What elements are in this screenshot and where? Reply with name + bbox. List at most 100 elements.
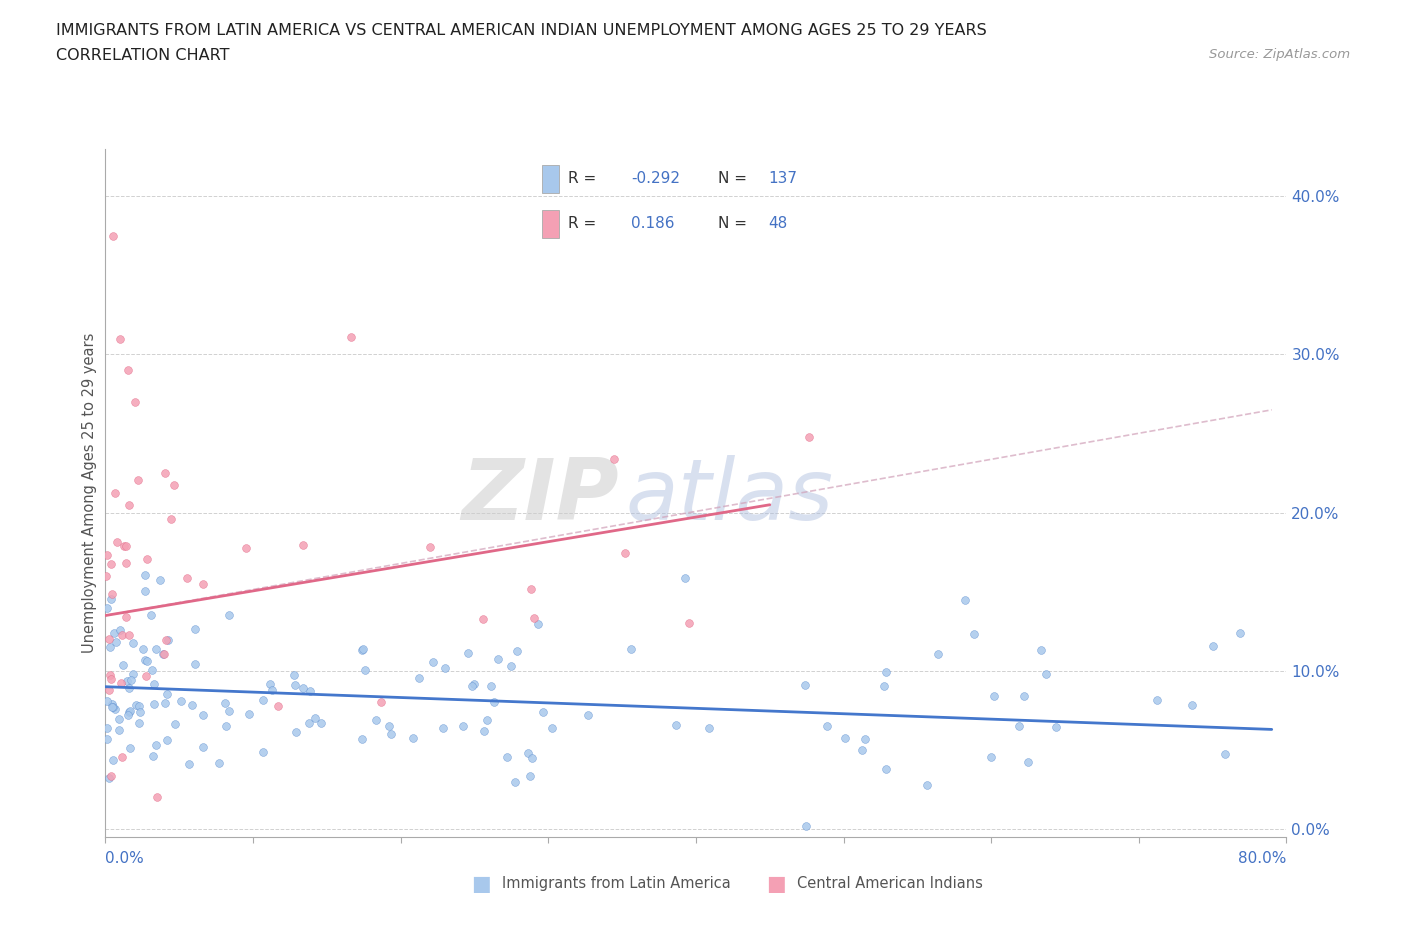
Point bbox=[184, 657, 207, 671]
Text: 0.186: 0.186 bbox=[631, 216, 675, 231]
Point bbox=[100, 591, 122, 606]
Point bbox=[422, 655, 444, 670]
Point bbox=[214, 696, 236, 711]
Point bbox=[134, 584, 156, 599]
Point bbox=[1213, 747, 1236, 762]
Point bbox=[463, 676, 485, 691]
Text: atlas: atlas bbox=[626, 455, 834, 538]
Point bbox=[129, 705, 152, 720]
Point bbox=[472, 612, 495, 627]
Point bbox=[96, 548, 118, 563]
Point bbox=[128, 699, 150, 714]
Point bbox=[163, 477, 186, 492]
Point bbox=[170, 693, 193, 708]
Text: Immigrants from Latin America: Immigrants from Latin America bbox=[502, 876, 731, 891]
Point bbox=[262, 683, 284, 698]
Point bbox=[114, 609, 136, 624]
Point bbox=[125, 698, 148, 712]
Point bbox=[105, 535, 128, 550]
Point bbox=[100, 768, 122, 783]
Point bbox=[834, 731, 856, 746]
Point bbox=[267, 698, 290, 713]
Point bbox=[157, 633, 180, 648]
Text: 0.0%: 0.0% bbox=[105, 851, 145, 866]
Point bbox=[531, 704, 554, 719]
Point bbox=[101, 697, 124, 711]
Point bbox=[98, 683, 121, 698]
Point bbox=[235, 541, 257, 556]
Point bbox=[191, 739, 214, 754]
Text: CORRELATION CHART: CORRELATION CHART bbox=[56, 48, 229, 63]
Point bbox=[105, 634, 128, 649]
Point bbox=[364, 713, 387, 728]
Point bbox=[153, 647, 176, 662]
Point bbox=[101, 699, 124, 714]
Point bbox=[304, 711, 326, 725]
Point bbox=[523, 610, 546, 625]
Bar bbox=[541, 166, 558, 193]
Point bbox=[983, 689, 1005, 704]
Point bbox=[794, 818, 817, 833]
Point bbox=[176, 570, 198, 585]
Point bbox=[134, 567, 156, 582]
Point bbox=[620, 642, 643, 657]
Point bbox=[132, 642, 155, 657]
Text: N =: N = bbox=[718, 171, 752, 186]
Point bbox=[350, 732, 373, 747]
Point bbox=[111, 627, 134, 642]
Point bbox=[184, 621, 207, 636]
Text: ■: ■ bbox=[766, 873, 786, 894]
Point bbox=[980, 750, 1002, 764]
Text: IMMIGRANTS FROM LATIN AMERICA VS CENTRAL AMERICAN INDIAN UNEMPLOYMENT AMONG AGES: IMMIGRANTS FROM LATIN AMERICA VS CENTRAL… bbox=[56, 23, 987, 38]
Point bbox=[136, 653, 159, 668]
Point bbox=[614, 545, 637, 560]
Text: R =: R = bbox=[568, 216, 602, 231]
Text: 137: 137 bbox=[769, 171, 797, 186]
Point bbox=[238, 707, 260, 722]
Point bbox=[875, 664, 897, 679]
Point bbox=[134, 652, 156, 667]
Point bbox=[107, 711, 129, 726]
Point bbox=[461, 679, 484, 694]
Point bbox=[218, 607, 240, 622]
Point bbox=[104, 485, 127, 500]
Point bbox=[110, 331, 132, 346]
Point bbox=[142, 697, 165, 711]
Point bbox=[408, 671, 430, 685]
Point bbox=[96, 731, 118, 746]
Point bbox=[112, 538, 135, 553]
Point bbox=[963, 627, 986, 642]
Point bbox=[148, 572, 170, 587]
Point bbox=[103, 701, 125, 716]
Text: 80.0%: 80.0% bbox=[1239, 851, 1286, 866]
Point bbox=[142, 677, 165, 692]
Point bbox=[120, 703, 142, 718]
Point bbox=[815, 719, 838, 734]
Point bbox=[252, 744, 274, 759]
Point bbox=[309, 716, 332, 731]
Point bbox=[180, 698, 202, 712]
Point bbox=[146, 790, 169, 804]
Point bbox=[505, 775, 527, 790]
Point bbox=[673, 571, 696, 586]
Point bbox=[110, 676, 132, 691]
Point bbox=[165, 717, 187, 732]
Point bbox=[208, 756, 231, 771]
Text: N =: N = bbox=[718, 216, 752, 231]
Point bbox=[419, 539, 441, 554]
Point bbox=[578, 708, 600, 723]
Point bbox=[853, 732, 876, 747]
Point bbox=[520, 582, 543, 597]
Point bbox=[101, 586, 124, 601]
Point bbox=[1035, 666, 1057, 681]
Point bbox=[118, 628, 141, 643]
Point bbox=[872, 678, 894, 693]
Point bbox=[352, 642, 374, 657]
Point bbox=[292, 538, 315, 552]
Point bbox=[457, 646, 479, 661]
Point bbox=[1045, 719, 1067, 734]
Point bbox=[1007, 719, 1029, 734]
Point bbox=[101, 699, 124, 714]
Point bbox=[100, 667, 122, 682]
Point bbox=[793, 678, 815, 693]
